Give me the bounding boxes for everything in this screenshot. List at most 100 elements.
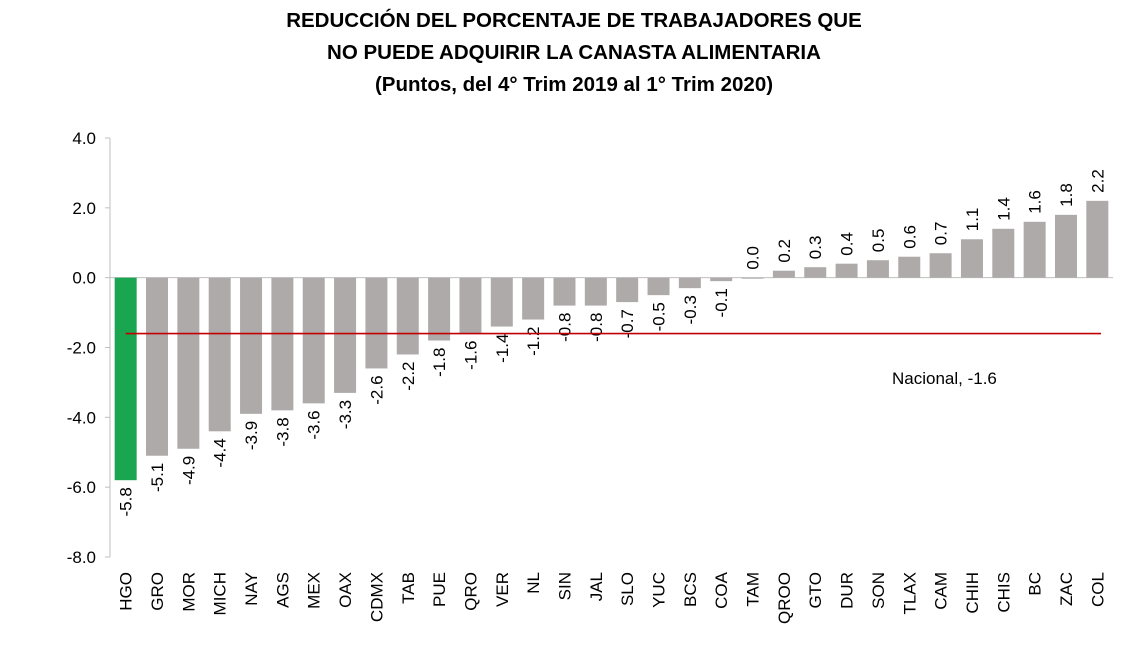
data-label: -1.6 [461, 341, 480, 370]
chart-title-line-3: (Puntos, del 4° Trim 2019 al 1° Trim 202… [374, 73, 774, 96]
bar-mich [208, 277, 231, 432]
x-tick-label: CDMX [367, 572, 386, 622]
bar-gro [146, 277, 169, 456]
x-tick-label: SIN [555, 572, 574, 600]
data-label: -5.1 [148, 463, 167, 492]
data-label: -0.7 [618, 309, 637, 338]
bar-nay [240, 277, 263, 414]
x-tick-label: NL [524, 572, 543, 594]
x-tick-label: PUE [430, 572, 449, 607]
bar-pue [428, 277, 451, 341]
x-tick-label: BCS [681, 572, 700, 607]
data-label: 0.7 [932, 222, 951, 246]
x-tick-label: TAB [399, 572, 418, 604]
data-label: -3.8 [273, 417, 292, 446]
data-label: -1.4 [493, 334, 512, 363]
data-label: -0.8 [555, 313, 574, 342]
bar-col [1086, 200, 1109, 278]
bar-coa [710, 277, 733, 282]
bar-ags [271, 277, 294, 411]
bar-nl [522, 277, 545, 320]
data-label: -0.8 [587, 313, 606, 342]
x-tick-label: CHIS [994, 572, 1013, 613]
x-tick-label: OAX [336, 572, 355, 608]
data-label: 0.3 [806, 236, 825, 260]
bar-slo [616, 277, 639, 303]
bar-ver [490, 277, 513, 327]
data-label: 2.2 [1088, 169, 1107, 193]
bar-tlax [898, 256, 921, 278]
bar-tam [741, 277, 764, 279]
data-label: -1.2 [524, 327, 543, 356]
x-tick-label: AGS [273, 572, 292, 608]
bar-bcs [678, 277, 701, 289]
y-tick-label: -6.0 [67, 478, 96, 497]
x-tick-label: CHIH [963, 572, 982, 614]
y-tick-label: -4.0 [67, 408, 96, 427]
x-tick-label: HGO [117, 572, 136, 611]
reference-line-label: Nacional, -1.6 [892, 369, 997, 388]
data-label: 1.8 [1057, 183, 1076, 207]
x-tick-label: ZAC [1057, 572, 1076, 606]
data-label: -2.2 [399, 361, 418, 390]
bar-gto [804, 267, 827, 278]
chart-title-line-1: REDUCCIÓN DEL PORCENTAJE DE TRABAJADORES… [286, 9, 862, 32]
bar-sin [553, 277, 576, 306]
bar-zac [1054, 214, 1077, 278]
data-label: 0.4 [838, 232, 857, 256]
y-tick-label: 0.0 [72, 269, 96, 288]
x-tick-label: JAL [587, 572, 606, 601]
x-tick-label: SLO [618, 572, 637, 606]
data-label: -0.3 [681, 295, 700, 324]
x-tick-label: MICH [211, 572, 230, 615]
data-label: 0.2 [775, 239, 794, 263]
data-label: 0.5 [869, 229, 888, 253]
bar-jal [584, 277, 607, 306]
bar-hgo [114, 277, 137, 481]
x-tick-label: VER [493, 572, 512, 607]
x-tick-label: MOR [179, 572, 198, 612]
y-tick-label: 4.0 [72, 129, 96, 148]
y-tick-label: -8.0 [67, 548, 96, 567]
x-tick-label: YUC [650, 572, 669, 608]
bar-son [866, 260, 889, 278]
bar-chih [960, 239, 983, 278]
data-label: -4.9 [179, 456, 198, 485]
x-tick-label: QROO [775, 572, 794, 624]
bar-qroo [772, 270, 795, 278]
x-tick-label: COA [712, 571, 731, 609]
data-label: -0.5 [650, 302, 669, 331]
data-label: -3.6 [305, 410, 324, 439]
data-label: -2.6 [367, 375, 386, 404]
bar-cdmx [365, 277, 388, 369]
x-tick-label: COL [1088, 572, 1107, 607]
data-label: -3.9 [242, 421, 261, 450]
data-label: -3.3 [336, 400, 355, 429]
bar-cam [929, 253, 952, 278]
x-tick-label: CAM [932, 572, 951, 610]
bar-mex [302, 277, 325, 404]
bar-bc [1023, 221, 1046, 278]
bar-chis [992, 228, 1015, 278]
data-label: -0.1 [712, 288, 731, 317]
data-label: 1.6 [1026, 190, 1045, 214]
x-tick-label: BC [1026, 572, 1045, 596]
bar-oax [334, 277, 357, 393]
chart-title-line-2: NO PUEDE ADQUIRIR LA CANASTA ALIMENTARIA [327, 41, 821, 64]
x-tick-label: QRO [461, 572, 480, 611]
bar-tab [396, 277, 419, 355]
data-label: -4.4 [211, 438, 230, 467]
x-tick-label: DUR [838, 572, 857, 609]
x-tick-label: TLAX [900, 572, 919, 615]
data-label: 1.4 [994, 197, 1013, 221]
x-tick-label: TAM [744, 572, 763, 607]
y-tick-label: 2.0 [72, 199, 96, 218]
bar-yuc [647, 277, 670, 296]
bar-mor [177, 277, 200, 449]
data-label: -5.8 [117, 487, 136, 516]
x-tick-label: NAY [242, 572, 261, 606]
y-tick-label: -2.0 [67, 339, 96, 358]
x-tick-label: GTO [806, 572, 825, 609]
